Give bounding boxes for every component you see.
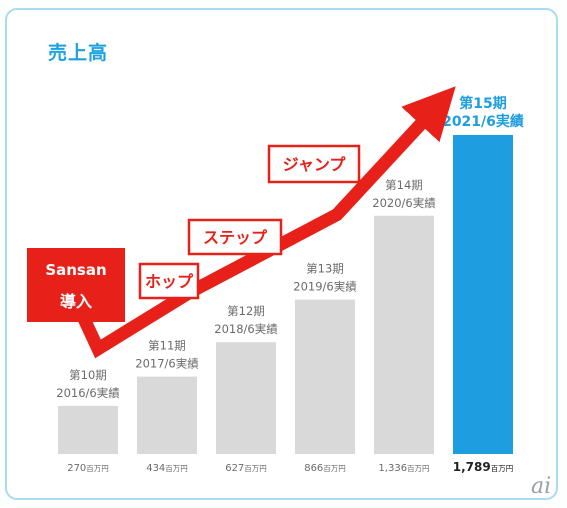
date-label: 2020/6実績 [372,196,436,210]
period-label: 第12期 [227,304,265,318]
sansan-start-box [27,248,125,322]
date-label: 2021/6実績 [442,113,524,130]
bar-第11期 [137,376,197,454]
period-label: 第15期 [459,95,506,112]
site-watermark: ai [531,474,552,499]
bar-第14期 [374,215,434,454]
chart-title: 売上高 [48,42,109,64]
stage-callout [187,218,283,256]
stage-label: ホップ [145,272,194,291]
start-box-label: Sansan [45,261,106,279]
stage-label: ジャンプ [283,155,347,174]
period-label: 第13期 [306,262,344,276]
bar-第13期 [295,299,355,454]
value-label: 627百万円 [225,463,267,474]
period-label: 第11期 [148,339,186,353]
stage-callout [267,144,361,184]
bar-第10期 [58,405,118,454]
value-label: 866百万円 [304,463,346,474]
date-label: 2017/6実績 [135,357,199,371]
period-label: 第14期 [385,178,423,192]
stage-callout [138,262,200,300]
stage-label: ステップ [203,228,268,247]
date-label: 2018/6実績 [214,322,278,336]
value-label: 1,336百万円 [378,463,429,474]
value-label: 434百万円 [146,463,188,474]
bar-第12期 [216,342,276,454]
value-label: 1,789百万円 [453,460,513,474]
value-label: 270百万円 [67,463,109,474]
date-label: 2019/6実績 [293,280,357,294]
bar-第15期 [453,135,513,454]
period-label: 第10期 [69,368,107,382]
start-box-label: 導入 [60,292,92,311]
date-label: 2016/6実績 [56,386,120,400]
